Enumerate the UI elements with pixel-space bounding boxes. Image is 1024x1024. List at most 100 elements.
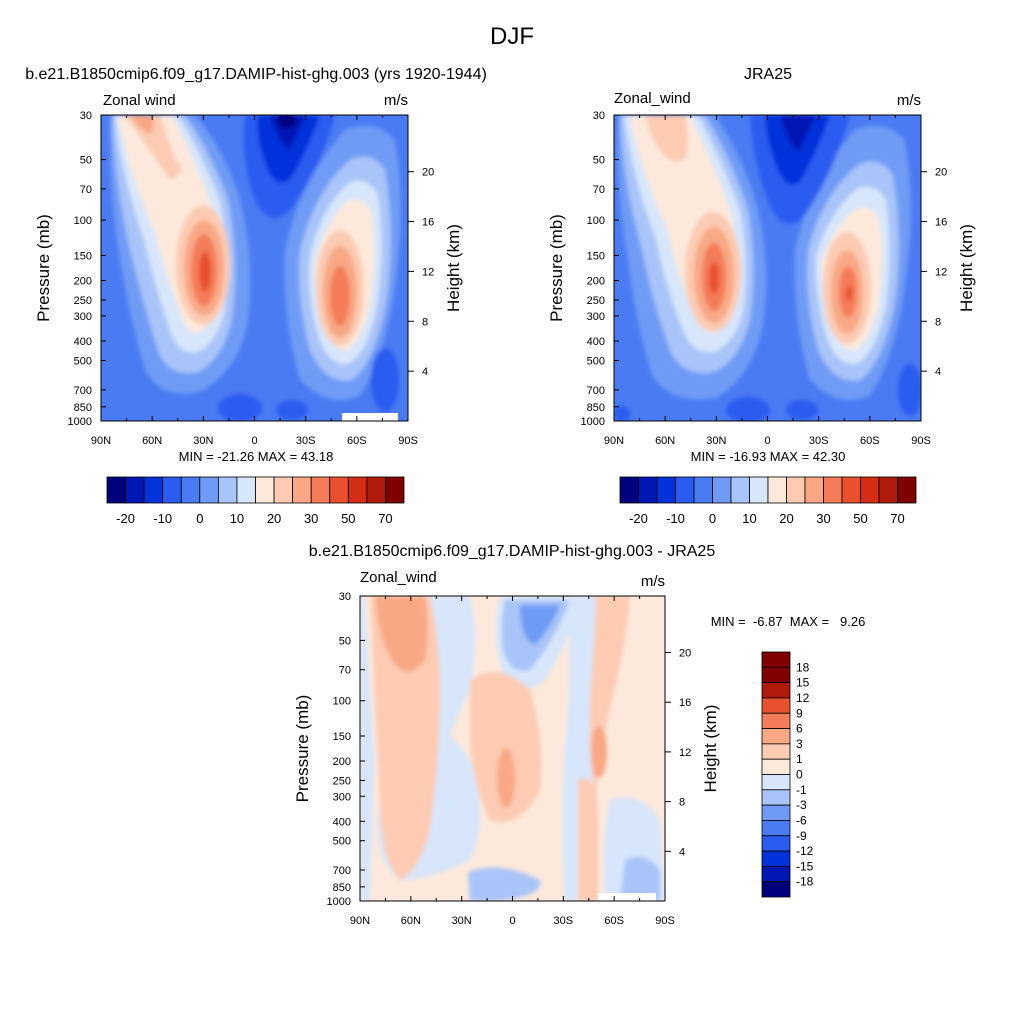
colorbar-label: 70 [890,511,904,526]
figure-title: DJF [490,23,534,50]
y-tick-label: 1000 [581,416,605,428]
y-tick-label: 850 [74,402,92,414]
height-tick-label: 8 [422,316,428,328]
colorbar-label: -15 [796,859,814,873]
height-tick-label: 20 [422,167,434,179]
colorbar-label: 30 [816,511,830,526]
x-tick-label: 0 [509,915,515,927]
y-tick-label: 100 [74,215,92,227]
height-tick-label: 12 [935,266,947,278]
height-tick-label: 12 [422,266,434,278]
colorbar-swatch [761,820,791,837]
panel-diff-title: b.e21.B1850cmip6.f09_g17.DAMIP-hist-ghg.… [309,543,716,560]
y-tick-label: 400 [74,336,92,348]
colorbar-label: -10 [153,511,172,526]
y-tick-label: 700 [333,865,351,877]
colorbar-swatch [761,728,791,745]
panel-diff: b.e21.B1850cmip6.f09_g17.DAMIP-hist-ghg.… [293,543,865,927]
colorbar-swatch [761,666,791,684]
colorbar-swatch [366,476,386,504]
y-tick-label: 250 [333,775,351,787]
colorbar-label: 30 [304,511,318,526]
height-tick-label: 4 [422,366,428,378]
colorbar-swatch [255,476,275,504]
colorbar-label: 10 [742,511,756,526]
colorbar-swatch [347,476,368,504]
y-tick-label: 250 [587,295,605,307]
y-tick-label: 300 [587,311,605,323]
height-axis-label: Height (km) [444,224,463,312]
x-tick-label: 90S [655,915,675,927]
colorbar-swatch [761,682,791,699]
y-tick-label: 200 [74,276,92,288]
y-tick-label: 700 [587,385,605,397]
y-tick-label: 30 [593,110,605,122]
x-tick-label: 60S [347,435,367,447]
panel-diff-units: m/s [641,573,665,590]
colorbar-label: 50 [341,511,355,526]
x-tick-label: 90N [91,435,111,447]
colorbar-label: 6 [796,722,803,736]
panel-obs-contour-field [614,115,921,421]
x-tick-label: 30N [452,915,472,927]
x-tick-label: 60S [860,435,880,447]
colorbar-swatch [761,865,791,883]
y-tick-label: 30 [80,110,92,122]
y-axis-label: Pressure (mb) [293,695,312,803]
x-tick-label: 60S [604,915,624,927]
colorbar-label: 20 [267,511,281,526]
x-tick-label: 30N [706,435,726,447]
colorbar-swatch [656,476,676,504]
colorbar-label: -20 [629,511,648,526]
colorbar-swatch [143,476,164,504]
y-tick-label: 1000 [68,416,92,428]
colorbar-label: -1 [796,783,807,797]
colorbar-swatch [273,476,294,504]
y-tick-label: 700 [74,385,92,397]
y-tick-label: 150 [74,250,92,262]
colorbar-swatch [619,476,639,504]
colorbar-label: 70 [378,511,392,526]
colorbar-label: -18 [796,875,814,889]
colorbar-swatch [878,476,898,504]
x-tick-label: 30S [296,435,316,447]
y-tick-label: 400 [587,336,605,348]
colorbar-swatch [804,476,824,504]
panel-model: b.e21.B1850cmip6.f09_g17.DAMIP-hist-ghg.… [25,66,487,526]
colorbar-swatch [310,476,331,504]
height-axis-label: Height (km) [957,224,976,312]
height-tick-label: 20 [679,647,691,659]
y-tick-label: 200 [587,276,605,288]
colorbar-swatch [125,476,145,504]
y-tick-label: 70 [80,184,92,196]
panel-obs-min-max: MIN = -16.93 MAX = 42.30 [691,449,846,464]
panel-model-variable-label: Zonal wind [103,92,176,109]
colorbar-label: 50 [853,511,867,526]
x-tick-label: 30S [809,435,829,447]
colorbar-swatch [761,758,791,775]
colorbar-swatch [675,476,695,504]
x-tick-label: 60N [142,435,162,447]
colorbar-label: 0 [709,511,716,526]
y-tick-label: 300 [74,311,92,323]
colorbar-swatch [767,476,787,504]
colorbar-label: -3 [796,798,807,812]
y-tick-label: 50 [593,155,605,167]
colorbar-swatch [841,476,861,504]
colorbar-swatch [761,789,791,806]
colorbar-swatch [860,476,880,504]
colorbar-swatch [638,476,658,504]
colorbar-label: 0 [796,768,803,782]
height-tick-label: 16 [935,217,947,229]
panel-diff-contour-field [360,596,665,901]
panel-diff-min-max: MIN = -6.87 MAX = 9.26 [711,614,866,629]
x-tick-label: 90S [911,435,931,447]
panel-obs-colorbar: -20 -10 0 10 20 30 50 70 [619,476,917,526]
colorbar-swatch [761,697,791,714]
colorbar-swatch [199,476,219,504]
x-tick-label: 90S [398,435,418,447]
colorbar-label: 20 [779,511,793,526]
height-tick-label: 16 [679,697,691,709]
y-tick-label: 500 [74,356,92,368]
height-tick-label: 8 [679,797,685,809]
